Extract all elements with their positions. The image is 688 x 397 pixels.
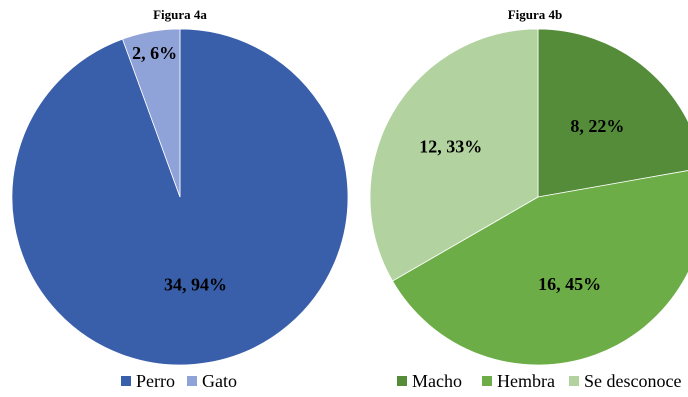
pie-slice-gato — [122, 28, 181, 198]
data-labels-b: 8, 22% 16, 45% 12, 33% — [419, 116, 624, 294]
pie-slice-se-desconoce — [369, 28, 539, 282]
data-label-se-desconoce: 12, 33% — [419, 137, 482, 157]
pie-chart-b: Figura 4b 8, 22% 16, 45% 12, 33% Macho Hemb… — [369, 7, 688, 391]
pie-chart-a: Figura 4a 34, 94% 2, 6% Perro Gato — [11, 7, 349, 391]
legend-swatch-se-desconoce — [569, 376, 579, 386]
pie-slice-macho — [537, 28, 688, 198]
data-label-macho: 8, 22% — [570, 116, 624, 136]
slices-a — [11, 28, 349, 366]
data-label-hembra: 16, 45% — [538, 274, 601, 294]
legend-label-perro: Perro — [136, 371, 175, 391]
pie-slice-hembra — [391, 170, 688, 366]
legend-swatch-perro — [121, 376, 131, 386]
data-labels-a: 34, 94% 2, 6% — [132, 43, 227, 295]
legend-label-macho: Macho — [412, 371, 462, 391]
legend-a: Perro Gato — [121, 371, 237, 391]
legend-swatch-gato — [187, 376, 197, 386]
chart-title-a: Figura 4a — [153, 7, 207, 22]
chart-title-b: Figura 4b — [508, 7, 563, 22]
legend-label-gato: Gato — [202, 371, 237, 391]
legend-b: Macho Hembra Se desconoce — [397, 371, 681, 391]
data-label-gato: 2, 6% — [132, 43, 177, 63]
data-label-perro: 34, 94% — [164, 275, 227, 295]
slices-b — [369, 28, 688, 366]
legend-label-se-desconoce: Se desconoce — [584, 371, 681, 391]
legend-label-hembra: Hembra — [497, 371, 555, 391]
legend-swatch-macho — [397, 376, 407, 386]
legend-swatch-hembra — [482, 376, 492, 386]
